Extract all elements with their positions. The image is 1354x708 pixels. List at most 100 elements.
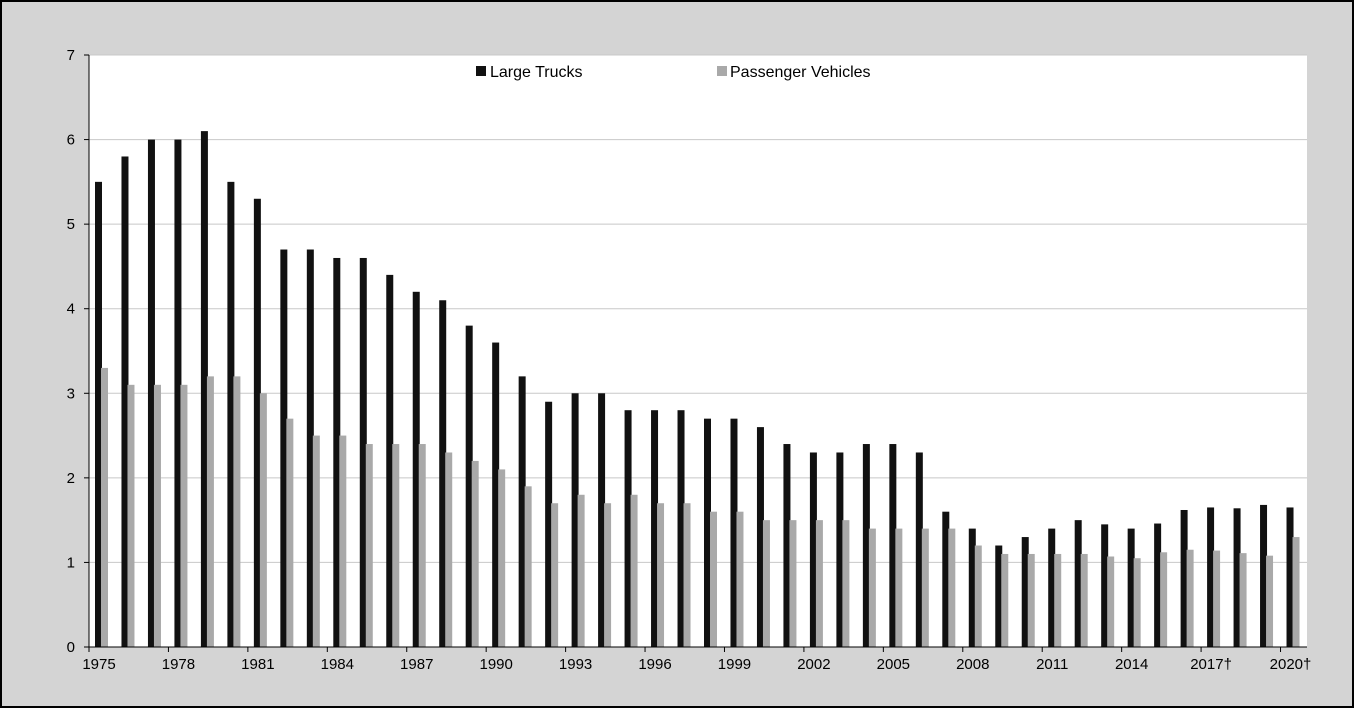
bar-large-trucks-1988 <box>439 300 447 647</box>
bar-passenger-vehicles-2002 <box>815 520 823 647</box>
bar-passenger-vehicles-2000 <box>762 520 770 647</box>
legend-swatch-large-trucks <box>476 66 486 76</box>
y-tick-label-5: 5 <box>67 216 75 233</box>
bar-large-trucks-2012 <box>1074 520 1082 647</box>
bar-passenger-vehicles-1994 <box>604 503 612 647</box>
bar-passenger-vehicles-2015 <box>1160 552 1168 647</box>
bar-large-trucks-1977 <box>147 139 155 648</box>
bar-passenger-vehicles-1978 <box>180 384 188 647</box>
bar-passenger-vehicles-1982 <box>286 418 294 647</box>
bar-large-trucks-2014 <box>1127 528 1135 647</box>
x-tick-label-2017: 2017† <box>1190 656 1232 673</box>
bar-large-trucks-1984 <box>333 257 341 647</box>
y-tick-label-4: 4 <box>67 301 75 318</box>
bar-large-trucks-1996 <box>651 410 659 647</box>
x-tick-label-1978: 1978 <box>162 656 195 673</box>
bar-large-trucks-1999 <box>730 418 738 647</box>
bar-passenger-vehicles-2014 <box>1133 558 1141 647</box>
bar-passenger-vehicles-1980 <box>233 376 241 647</box>
bar-passenger-vehicles-2020 <box>1292 537 1300 647</box>
bar-passenger-vehicles-2004 <box>868 528 876 647</box>
bar-large-trucks-2003 <box>836 452 844 647</box>
bar-passenger-vehicles-2017 <box>1213 550 1221 647</box>
bar-large-trucks-2015 <box>1154 523 1162 647</box>
bar-large-trucks-2008 <box>968 528 976 647</box>
x-tick-label-2014: 2014 <box>1115 656 1148 673</box>
x-tick-label-1984: 1984 <box>321 656 354 673</box>
x-tick-label-2020: 2020† <box>1270 656 1312 673</box>
bar-passenger-vehicles-2013 <box>1107 556 1115 647</box>
bar-passenger-vehicles-1997 <box>683 503 691 647</box>
bar-large-trucks-1992 <box>545 401 553 647</box>
y-tick-label-2: 2 <box>67 470 75 487</box>
bar-large-trucks-2001 <box>783 444 791 647</box>
bar-passenger-vehicles-1987 <box>418 444 426 647</box>
bar-large-trucks-2009 <box>995 545 1003 647</box>
bar-passenger-vehicles-2007 <box>948 528 956 647</box>
bar-large-trucks-1982 <box>280 249 288 647</box>
bar-large-trucks-2016 <box>1180 509 1188 647</box>
bar-large-trucks-2010 <box>1021 537 1029 647</box>
bar-passenger-vehicles-1989 <box>471 460 479 647</box>
bar-large-trucks-1995 <box>624 410 632 647</box>
y-tick-label-6: 6 <box>67 132 75 149</box>
y-tick-label-3: 3 <box>67 385 75 402</box>
bar-large-trucks-1998 <box>704 418 711 647</box>
y-tick-label-0: 0 <box>67 639 75 656</box>
bar-large-trucks-1978 <box>174 139 182 648</box>
bar-passenger-vehicles-1990 <box>498 469 506 647</box>
legend: Large Trucks Passenger Vehicles <box>476 64 871 81</box>
bar-passenger-vehicles-2010 <box>1027 553 1035 647</box>
bar-passenger-vehicles-1983 <box>312 435 320 647</box>
x-tick-label-2008: 2008 <box>956 656 989 673</box>
y-tick-label-7: 7 <box>67 47 75 64</box>
bar-passenger-vehicles-2005 <box>895 528 903 647</box>
bar-large-trucks-1979 <box>200 131 208 648</box>
bar-large-trucks-1987 <box>412 291 420 647</box>
bar-passenger-vehicles-1977 <box>153 384 161 647</box>
bars <box>95 131 1300 648</box>
bar-large-trucks-2007 <box>942 511 950 647</box>
x-tick-label-1996: 1996 <box>638 656 671 673</box>
bar-passenger-vehicles-2009 <box>1001 553 1009 647</box>
bar-large-trucks-1990 <box>492 342 500 647</box>
bar-large-trucks-1989 <box>465 325 473 647</box>
x-tick-label-2002: 2002 <box>797 656 830 673</box>
y-axis-ticks: 0 1 2 3 4 5 6 7 <box>67 47 89 656</box>
bar-large-trucks-2005 <box>889 444 897 647</box>
bar-large-trucks-2020 <box>1286 507 1294 647</box>
bar-large-trucks-1986 <box>386 274 394 647</box>
bar-passenger-vehicles-1975 <box>101 367 108 647</box>
bar-passenger-vehicles-1981 <box>259 393 267 647</box>
bar-large-trucks-1975 <box>95 181 102 647</box>
bar-passenger-vehicles-1976 <box>127 384 135 647</box>
bar-large-trucks-1981 <box>253 198 261 647</box>
bar-passenger-vehicles-1999 <box>736 511 744 647</box>
bar-passenger-vehicles-2012 <box>1080 553 1088 647</box>
bar-passenger-vehicles-2018 <box>1239 553 1247 647</box>
x-tick-label-1999: 1999 <box>718 656 751 673</box>
legend-label-passenger-vehicles: Passenger Vehicles <box>730 64 871 81</box>
bar-large-trucks-2004 <box>862 444 870 647</box>
bar-passenger-vehicles-2016 <box>1186 549 1194 647</box>
x-tick-label-2005: 2005 <box>877 656 910 673</box>
legend-swatch-passenger-vehicles <box>717 66 727 76</box>
bar-large-trucks-1980 <box>227 181 235 647</box>
x-tick-label-1981: 1981 <box>241 656 274 673</box>
bar-large-trucks-1985 <box>359 257 367 647</box>
x-axis-ticks: 1975 1978 1981 1984 1987 1990 1993 1996 1999 2002… <box>82 647 1311 673</box>
bar-passenger-vehicles-1985 <box>365 444 373 647</box>
bar-large-trucks-1993 <box>571 393 579 647</box>
x-tick-label-1987: 1987 <box>400 656 433 673</box>
x-tick-label-1975: 1975 <box>82 656 115 673</box>
bar-passenger-vehicles-1992 <box>551 503 559 647</box>
bar-large-trucks-2000 <box>756 427 764 647</box>
bar-passenger-vehicles-1996 <box>657 503 665 647</box>
bar-large-trucks-1991 <box>518 376 526 647</box>
bar-large-trucks-2013 <box>1101 524 1109 647</box>
bar-large-trucks-1983 <box>306 249 314 647</box>
bar-large-trucks-2018 <box>1233 508 1241 647</box>
bar-large-trucks-1976 <box>121 156 129 647</box>
bar-passenger-vehicles-1986 <box>392 444 400 647</box>
bar-large-trucks-2017 <box>1207 507 1215 647</box>
